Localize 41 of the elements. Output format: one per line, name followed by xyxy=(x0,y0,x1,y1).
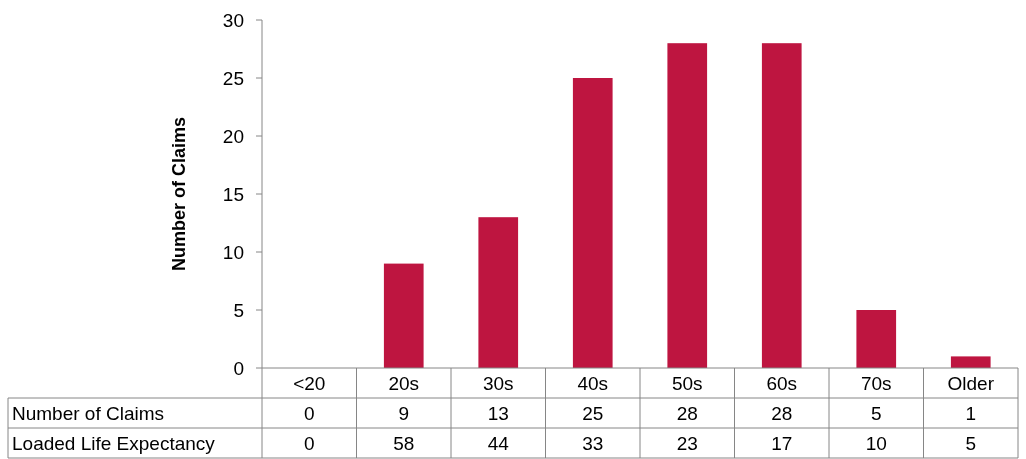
text: 58 xyxy=(393,432,415,454)
data-label: 5 xyxy=(870,402,882,424)
bar xyxy=(383,263,424,368)
text: 0 xyxy=(303,432,315,454)
data-label: 25 xyxy=(582,402,604,424)
text: Number of Claims xyxy=(12,402,165,424)
text: 5 xyxy=(965,432,977,454)
bar xyxy=(761,43,802,368)
bar xyxy=(478,217,519,368)
y-tick-label: 15 xyxy=(222,183,244,205)
text: 44 xyxy=(487,432,510,454)
text: Loaded Life Expectancy xyxy=(12,432,216,454)
x-tick-label: 20s xyxy=(388,372,420,394)
y-tick-label: 20 xyxy=(222,125,244,147)
text: 17 xyxy=(771,432,793,454)
x-tick-label: 50s xyxy=(671,372,703,394)
y-tick-label: 5 xyxy=(233,299,244,321)
x-tick-label: Older xyxy=(947,372,995,394)
y-tick-label: 30 xyxy=(222,9,244,31)
y-tick-label: 10 xyxy=(222,241,244,263)
y-axis-title: Number of Claims xyxy=(169,116,189,272)
x-tick-label: 60s xyxy=(766,372,798,394)
bar xyxy=(572,78,613,368)
data-label: 28 xyxy=(771,402,793,424)
data-label: 1 xyxy=(965,402,977,424)
x-tick-label: <20 xyxy=(293,372,326,394)
text: 33 xyxy=(582,432,604,454)
data-label: 28 xyxy=(676,402,698,424)
x-tick-label: 70s xyxy=(860,372,892,394)
bar xyxy=(950,356,991,368)
text: 23 xyxy=(676,432,698,454)
bar xyxy=(667,43,708,368)
y-tick-label: 0 xyxy=(233,357,244,379)
x-tick-label: 30s xyxy=(482,372,514,394)
x-tick-label: 40s xyxy=(577,372,609,394)
data-label: 13 xyxy=(487,402,509,424)
data-label: 9 xyxy=(398,402,410,424)
text: 10 xyxy=(865,432,887,454)
data-label: 0 xyxy=(303,402,315,424)
bar xyxy=(856,310,897,368)
y-tick-label: 25 xyxy=(222,67,244,89)
